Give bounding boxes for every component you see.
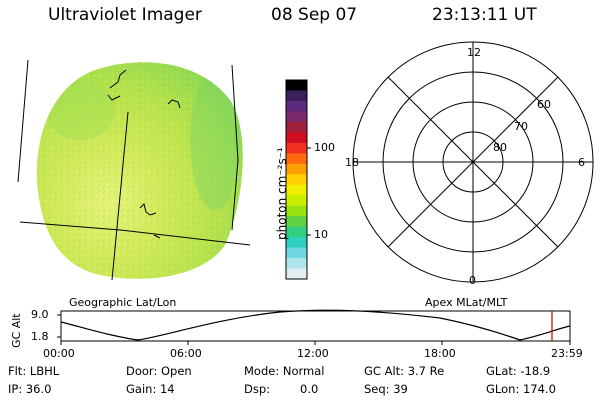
instrument-title: Ultraviolet Imager <box>48 5 202 25</box>
colorbar-segment <box>286 174 307 186</box>
dsp-label: Dsp: <box>244 382 271 396</box>
colorbar-segment <box>286 111 307 123</box>
colorbar-segment <box>286 205 307 217</box>
colorbar-segment <box>286 121 307 133</box>
time-label: 23:13:11 UT <box>432 5 537 25</box>
glon-info: GLon: 174.0 <box>486 382 556 396</box>
mlt-label-0: 0 <box>469 274 476 287</box>
gc-alt-info: GC Alt: 3.7 Re <box>364 364 445 378</box>
mode-info: Mode: Normal <box>244 364 325 378</box>
mlat-label-60: 60 <box>537 98 551 111</box>
image-caption: Geographic Lat/Lon <box>69 296 177 309</box>
mlat-label-80: 80 <box>493 141 507 154</box>
altitude-ylabel: GC Alt <box>10 313 23 348</box>
colorbar-segment <box>286 80 307 92</box>
colorbar-segment <box>286 90 307 102</box>
gain-info: Gain: 14 <box>126 382 175 396</box>
glat-info: GLat: -18.9 <box>486 364 551 378</box>
mlt-label-12: 12 <box>467 46 481 59</box>
ip-info: IP: 36.0 <box>8 382 52 396</box>
colorbar-segment <box>286 163 307 175</box>
colorbar-segment <box>286 268 307 280</box>
colorbar-segment <box>286 153 307 165</box>
altitude-xtick-1800: 18:00 <box>424 347 456 360</box>
mlat-label-70: 70 <box>514 120 528 133</box>
date-label: 08 Sep 07 <box>271 5 358 25</box>
colorbar-segment <box>286 216 307 228</box>
colorbar-tick-100: 100 <box>314 141 335 154</box>
altitude-ytick-9: 9.0 <box>31 308 49 321</box>
colorbar-segment <box>286 184 307 196</box>
polar-plot <box>352 41 594 283</box>
colorbar-segment <box>286 132 307 144</box>
colorbar-segment <box>286 237 307 249</box>
door-info: Door: Open <box>126 364 192 378</box>
colorbar-tick-10: 10 <box>314 228 328 241</box>
altitude-xtick-1200: 12:00 <box>297 347 329 360</box>
colorbar-segment <box>286 100 307 113</box>
colorbar-segment <box>286 142 307 154</box>
colorbar <box>285 79 311 280</box>
colorbar-segment <box>286 258 307 270</box>
filter-info: Flt: LBHL <box>8 364 60 378</box>
colorbar-segment <box>286 226 307 238</box>
colorbar-segment <box>286 195 307 207</box>
altitude-xtick-0600: 06:00 <box>170 347 202 360</box>
colorbar-unit-label: photon cm⁻²s⁻¹ <box>275 147 289 240</box>
seq-info: Seq: 39 <box>364 382 408 396</box>
uv-image <box>17 59 251 281</box>
mlt-label-6: 6 <box>578 156 585 169</box>
polar-caption: Apex MLat/MLT <box>425 296 508 309</box>
altitude-xtick-0000: 00:00 <box>43 347 75 360</box>
dsp-value: 0.0 <box>300 382 319 396</box>
altitude-plot <box>57 309 571 345</box>
colorbar-segment <box>286 247 307 259</box>
altitude-ytick-1-8: 1.8 <box>31 330 49 343</box>
mlt-label-18: 18 <box>345 156 359 169</box>
altitude-xtick-2359: 23:59 <box>551 347 583 360</box>
